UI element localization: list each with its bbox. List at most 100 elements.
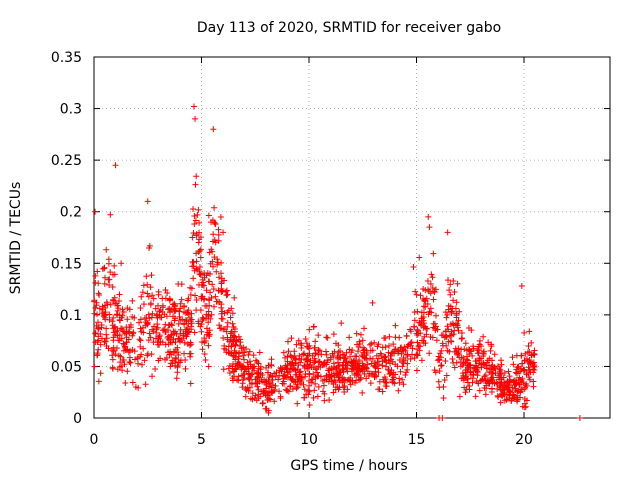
data-point — [224, 319, 231, 326]
data-point — [131, 348, 138, 355]
data-point — [138, 361, 145, 368]
data-point — [439, 415, 446, 421]
data-point — [215, 237, 222, 244]
data-point — [178, 281, 185, 288]
data-point — [315, 346, 322, 353]
data-point — [252, 357, 259, 364]
data-point — [459, 335, 466, 342]
data-point — [372, 368, 379, 375]
data-point — [256, 349, 263, 356]
data-point — [200, 282, 207, 289]
data-point — [464, 357, 471, 364]
data-point — [361, 354, 368, 361]
data-point — [246, 376, 253, 383]
data-point — [229, 310, 236, 317]
data-point — [119, 312, 126, 319]
data-point — [340, 359, 347, 366]
data-point — [272, 382, 279, 389]
data-point — [426, 288, 433, 295]
data-point — [423, 295, 430, 302]
data-point — [355, 348, 362, 355]
data-point — [422, 303, 429, 310]
data-point — [353, 371, 360, 378]
data-point — [411, 317, 418, 324]
data-point — [321, 397, 328, 404]
data-point — [198, 321, 205, 328]
data-point — [435, 378, 442, 385]
data-point — [138, 328, 145, 335]
data-point — [184, 309, 191, 316]
data-point — [190, 275, 197, 282]
data-point — [513, 397, 520, 404]
data-point — [530, 383, 537, 390]
data-point — [234, 376, 241, 383]
data-point — [335, 363, 342, 370]
data-point — [451, 364, 458, 371]
data-point — [359, 337, 366, 344]
data-point — [244, 384, 251, 391]
data-point — [347, 353, 354, 360]
data-point — [491, 351, 498, 358]
data-point — [342, 362, 349, 369]
data-point — [280, 378, 287, 385]
data-point — [354, 366, 361, 373]
data-point — [423, 325, 430, 332]
data-point — [296, 371, 303, 378]
data-point — [305, 344, 312, 351]
data-point — [470, 371, 477, 378]
data-point — [481, 361, 488, 368]
data-point — [177, 305, 184, 312]
data-point — [111, 262, 118, 269]
chart-title: Day 113 of 2020, SRMTID for receiver gab… — [197, 20, 501, 36]
data-point — [196, 247, 203, 254]
data-point — [303, 340, 310, 347]
data-point — [187, 353, 194, 360]
data-point — [444, 311, 451, 318]
data-point — [190, 263, 197, 270]
data-point — [522, 350, 529, 357]
data-point — [388, 350, 395, 357]
data-point — [418, 357, 425, 364]
data-point — [95, 346, 102, 353]
data-point — [455, 350, 462, 357]
data-point — [464, 375, 471, 382]
data-point — [206, 297, 213, 304]
data-point — [270, 388, 277, 395]
data-point — [178, 296, 185, 303]
data-point — [220, 229, 227, 236]
data-point — [146, 330, 153, 337]
data-point — [109, 283, 116, 290]
data-point — [107, 211, 114, 218]
data-point — [376, 378, 383, 385]
data-point — [94, 311, 101, 318]
data-point — [172, 339, 179, 346]
data-point — [136, 336, 143, 343]
data-point — [488, 341, 495, 348]
data-point — [510, 361, 517, 368]
data-point — [438, 362, 445, 369]
data-point — [102, 338, 109, 345]
data-point — [268, 362, 275, 369]
data-point — [366, 370, 373, 377]
data-point — [181, 308, 188, 315]
data-point — [514, 396, 521, 403]
data-point — [314, 393, 321, 400]
data-point — [369, 355, 376, 362]
data-point — [217, 213, 224, 220]
data-point — [94, 319, 101, 326]
data-point — [120, 357, 127, 364]
data-point — [111, 271, 118, 278]
data-point — [149, 310, 156, 317]
data-point — [126, 354, 133, 361]
data-point — [156, 308, 163, 315]
data-point — [416, 347, 423, 354]
data-point — [385, 349, 392, 356]
data-point — [141, 315, 148, 322]
data-point — [185, 295, 192, 302]
data-point — [297, 380, 304, 387]
data-point — [447, 291, 454, 298]
data-point — [293, 341, 300, 348]
data-point — [140, 282, 147, 289]
data-point — [458, 330, 465, 337]
y-tick-label: 0.15 — [51, 256, 82, 272]
